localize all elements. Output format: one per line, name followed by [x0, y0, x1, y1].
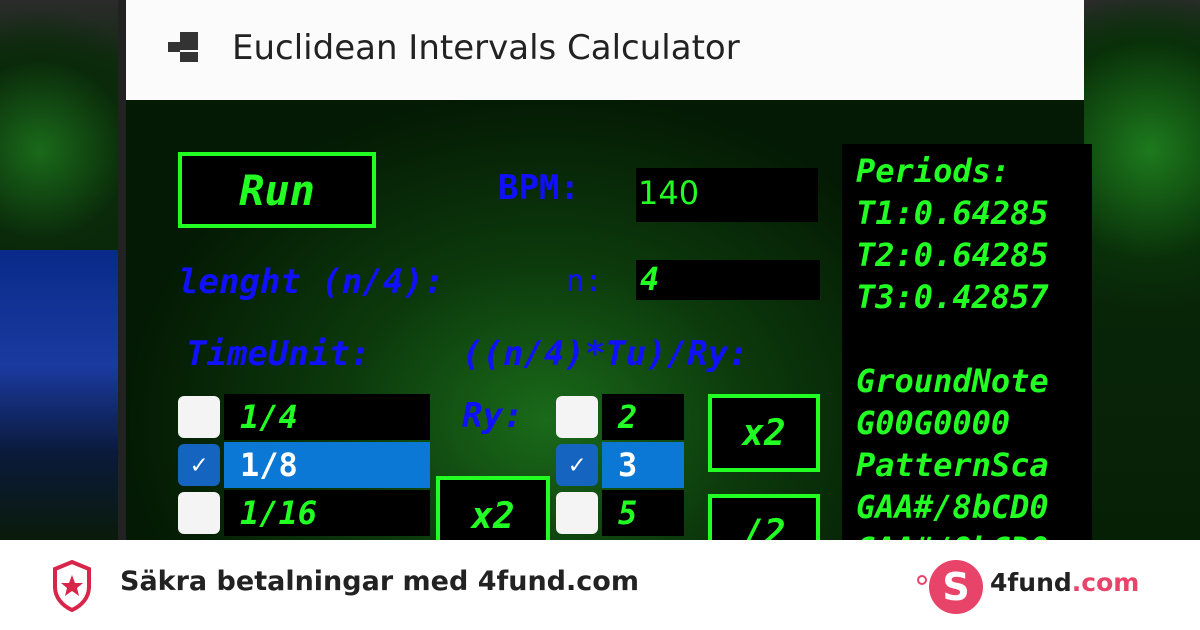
checkbox[interactable] — [178, 492, 220, 534]
output-line: PatternSca — [856, 446, 1049, 484]
checkbox[interactable] — [556, 492, 598, 534]
option-label: 1/8 — [224, 442, 430, 488]
timeunit-option[interactable]: ✓ 1/8 — [178, 442, 430, 488]
brand-name: 4fund — [990, 568, 1072, 597]
svg-text:S: S — [942, 565, 969, 609]
output-line: GAA#/8bCD0 — [856, 488, 1049, 526]
ry-x2-button[interactable]: x2 — [708, 394, 820, 472]
app-window: Euclidean Intervals Calculator Run BPM: … — [118, 0, 1092, 572]
brand-logo-text[interactable]: 4fund.com — [990, 568, 1139, 597]
checkbox[interactable] — [556, 396, 598, 438]
option-label: 1/16 — [224, 490, 430, 536]
output-line — [856, 318, 1092, 360]
shield-star-icon — [53, 560, 91, 612]
brand-tld: .com — [1071, 568, 1140, 597]
bpm-label: BPM: — [498, 168, 580, 208]
window-title: Euclidean Intervals Calculator — [232, 28, 740, 68]
output-line: Periods: — [856, 152, 1011, 190]
secure-payments-text: Säkra betalningar med 4fund.com — [120, 566, 639, 597]
piggy-bank-logo-icon: S — [917, 560, 983, 614]
run-button[interactable]: Run — [178, 152, 376, 228]
output-panel: Periods: T1:0.64285 T2:0.64285 T3:0.4285… — [842, 144, 1092, 540]
formula-label: ((n/4)*Tu)/Ry: — [462, 334, 749, 374]
timeunit-label: TimeUnit: — [186, 334, 371, 374]
output-line: T1:0.64285 — [856, 194, 1049, 232]
checkbox-checked[interactable]: ✓ — [178, 444, 220, 486]
output-line: GAA#/8bCD0 — [856, 528, 1092, 540]
n-label: n: — [566, 264, 603, 299]
ry-option[interactable]: 2 — [556, 394, 684, 440]
ry-label: Ry: — [462, 396, 524, 436]
length-label: lenght (n/4): — [178, 262, 445, 302]
ry-option[interactable]: ✓ 3 — [556, 442, 684, 488]
output-line: T2:0.64285 — [856, 236, 1049, 274]
footer-banner: Säkra betalningar med 4fund.com S 4fund.… — [0, 540, 1200, 630]
output-line: GroundNote — [856, 362, 1049, 400]
app-icon — [168, 32, 198, 62]
title-bar: Euclidean Intervals Calculator — [126, 0, 1084, 100]
bpm-input[interactable]: 140 — [636, 168, 818, 222]
option-label: 5 — [602, 490, 684, 536]
option-label: 3 — [602, 442, 684, 488]
output-line: G00G0000 — [856, 404, 1011, 442]
n-input[interactable]: 4 — [636, 260, 820, 300]
checkbox[interactable] — [178, 396, 220, 438]
timeunit-option[interactable]: 1/4 — [178, 394, 430, 440]
timeunit-option[interactable]: 1/16 — [178, 490, 430, 536]
checkbox-checked[interactable]: ✓ — [556, 444, 598, 486]
ry-option[interactable]: 5 — [556, 490, 684, 536]
output-line: T3:0.42857 — [856, 278, 1049, 316]
background-window — [0, 250, 118, 540]
option-label: 1/4 — [224, 394, 430, 440]
option-label: 2 — [602, 394, 684, 440]
